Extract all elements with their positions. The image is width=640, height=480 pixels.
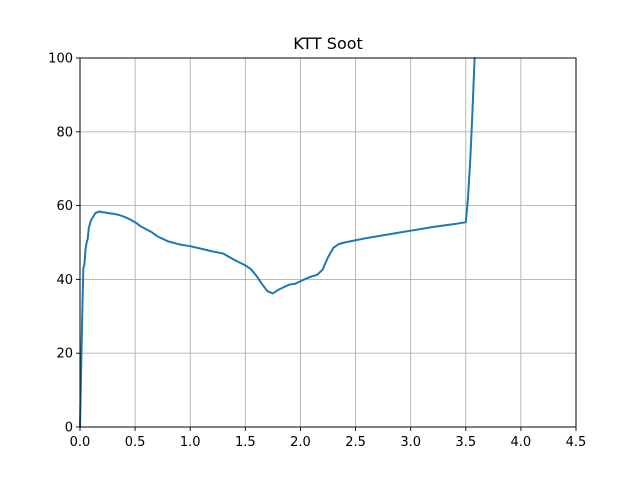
x-tick-label: 1.0 bbox=[180, 435, 201, 450]
y-tick-label: 0 bbox=[65, 421, 73, 436]
y-tick-label: 80 bbox=[56, 125, 73, 140]
x-tick-label: 4.0 bbox=[511, 435, 532, 450]
x-tick-label: 3.5 bbox=[455, 435, 476, 450]
x-tick-label: 2.5 bbox=[345, 435, 366, 450]
x-tick-label: 0.0 bbox=[70, 435, 91, 450]
plot-frame bbox=[79, 57, 577, 428]
axes-layer: 0.0 0.5 1.0 1.5 2.0 2.5 3.0 3.5 4.0 4.5 0 20 40 60 80 1… bbox=[48, 52, 586, 451]
x-tick-label: 1.5 bbox=[235, 435, 256, 450]
y-tick-label: 100 bbox=[48, 52, 73, 67]
x-tick-label: 4.5 bbox=[566, 435, 587, 450]
x-tick-label: 0.5 bbox=[125, 435, 146, 450]
y-tick-label: 60 bbox=[56, 199, 73, 214]
x-tick-label: 3.0 bbox=[400, 435, 421, 450]
y-tick-label: 40 bbox=[56, 273, 73, 288]
series-layer bbox=[79, 57, 476, 428]
chart-title: KTT Soot bbox=[293, 34, 363, 53]
y-tick-label: 20 bbox=[56, 347, 73, 362]
x-tick-label: 2.0 bbox=[290, 435, 311, 450]
series-line bbox=[79, 57, 476, 428]
